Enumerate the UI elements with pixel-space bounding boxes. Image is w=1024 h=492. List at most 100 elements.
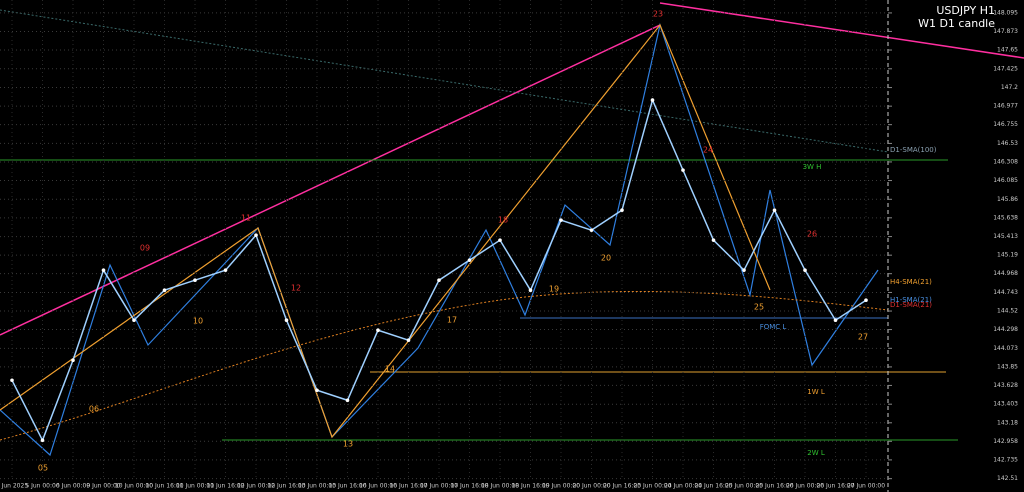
annotation: FOMC L xyxy=(760,323,787,331)
annotation: 18 xyxy=(498,216,508,225)
price-point xyxy=(742,268,746,272)
x-tick-label: 11 Jun 16:00 xyxy=(206,483,244,490)
y-tick-label: 144.073 xyxy=(993,345,1018,352)
y-tick-label: 143.18 xyxy=(997,419,1018,426)
y-tick-label: 142.958 xyxy=(993,438,1018,445)
x-tick-label: 16 Jun 00:00 xyxy=(359,483,397,490)
y-tick-label: 144.52 xyxy=(997,308,1018,315)
x-tick-label: 6 Jun 00:00 xyxy=(56,483,90,490)
y-tick-label: 144.968 xyxy=(993,270,1018,277)
price-point xyxy=(10,378,14,383)
annotation: 19 xyxy=(549,285,559,294)
annotation: 10 xyxy=(193,317,203,326)
sma-line xyxy=(0,290,889,441)
annotation: 09 xyxy=(140,244,150,253)
price-point xyxy=(437,278,441,282)
annotation: H1-SMA(21) xyxy=(890,296,932,304)
price-point xyxy=(803,268,807,272)
annotation: 17 xyxy=(447,316,457,325)
annotation: 23 xyxy=(653,10,663,19)
x-tick-label: 20 Jun 00:00 xyxy=(572,483,610,490)
price-point xyxy=(864,298,868,303)
y-tick-label: 147.873 xyxy=(993,28,1018,35)
y-tick-label: 144.298 xyxy=(993,326,1018,333)
price-point xyxy=(40,438,45,443)
price-point xyxy=(254,233,258,237)
price-point xyxy=(71,358,75,363)
x-tick-label: 13 Jun 16:00 xyxy=(328,483,366,490)
annotation: H4-SMA(21) xyxy=(890,278,932,286)
price-point xyxy=(498,238,502,242)
x-tick-label: 9 Jun 00:00 xyxy=(86,483,120,490)
x-tick-label: 26 Jun 16:00 xyxy=(816,483,854,490)
price-point xyxy=(101,268,106,272)
annotation: 13 xyxy=(343,440,353,449)
annotation: 11 xyxy=(241,214,251,223)
trendline xyxy=(659,2,1024,59)
x-tick-label: 4 Jun 2025 xyxy=(0,483,28,490)
price-point xyxy=(711,238,716,242)
x-tick-label: 18 Jun 00:00 xyxy=(481,483,519,490)
x-tick-label: 26 Jun 00:00 xyxy=(786,483,824,490)
x-tick-label: 27 Jun 00:00 xyxy=(847,483,885,490)
x-tick-label: 24 Jun 00:00 xyxy=(664,483,702,490)
price-point xyxy=(162,288,167,292)
y-tick-label: 143.628 xyxy=(993,382,1018,389)
price-point xyxy=(681,168,685,172)
y-tick-label: 143.403 xyxy=(993,401,1018,408)
y-tick-label: 146.755 xyxy=(993,121,1018,128)
x-tick-label: 25 Jun 00:00 xyxy=(725,483,763,490)
price-point xyxy=(467,258,472,262)
y-tick-label: 147.425 xyxy=(993,65,1018,72)
annotation: 25 xyxy=(754,303,764,312)
x-tick-label: 11 Jun 00:00 xyxy=(176,483,214,490)
x-tick-label: 17 Jun 16:00 xyxy=(450,483,488,490)
price-point xyxy=(620,208,624,212)
x-tick-label: 18 Jun 16:00 xyxy=(511,483,549,490)
x-tick-label: 16 Jun 16:00 xyxy=(389,483,427,490)
x-tick-label: 12 Jun 16:00 xyxy=(267,483,305,490)
price-point xyxy=(650,98,655,102)
price-point xyxy=(406,338,411,343)
price-point xyxy=(345,398,350,403)
annotation: 06 xyxy=(89,405,99,414)
y-tick-label: 148.095 xyxy=(993,9,1018,16)
annotation: 12 xyxy=(291,284,301,293)
annotation: D1-SMA(100) xyxy=(890,146,937,154)
x-tick-label: 25 Jun 16:00 xyxy=(755,483,793,490)
y-tick-label: 143.85 xyxy=(997,363,1018,370)
chart-title: USDJPY H1 xyxy=(936,4,995,17)
chart-subtitle: W1 D1 candle xyxy=(918,17,995,30)
y-tick-label: 145.638 xyxy=(993,214,1018,221)
x-tick-label: 19 Jun 00:00 xyxy=(542,483,580,490)
price-point xyxy=(833,318,838,323)
x-tick-label: 5 Jun 00:00 xyxy=(25,483,59,490)
y-tick-label: 142.735 xyxy=(993,456,1018,463)
sma-line xyxy=(0,9,889,153)
y-tick-label: 147.2 xyxy=(1001,84,1018,91)
x-tick-label: 20 Jun 16:00 xyxy=(603,483,641,490)
annotation: 2W L xyxy=(807,449,825,457)
x-tick-label: 12 Jun 00:00 xyxy=(237,483,275,490)
y-tick-label: 145.86 xyxy=(997,196,1018,203)
price-point xyxy=(376,328,380,333)
price-point xyxy=(132,318,136,323)
price-point xyxy=(284,318,289,323)
y-tick-label: 145.19 xyxy=(997,252,1018,259)
price-point xyxy=(193,278,197,282)
y-tick-label: 146.085 xyxy=(993,177,1018,184)
y-tick-label: 146.53 xyxy=(997,140,1018,147)
annotation: 26 xyxy=(807,230,817,239)
price-point xyxy=(315,388,319,393)
price-point xyxy=(559,218,563,222)
y-tick-label: 146.977 xyxy=(993,103,1018,110)
trendline xyxy=(0,24,661,336)
annotation: 14 xyxy=(385,365,395,374)
price-point xyxy=(772,208,777,212)
y-tick-label: 144.743 xyxy=(993,289,1018,296)
x-tick-label: 24 Jun 16:00 xyxy=(694,483,732,490)
zigzag xyxy=(0,23,771,439)
